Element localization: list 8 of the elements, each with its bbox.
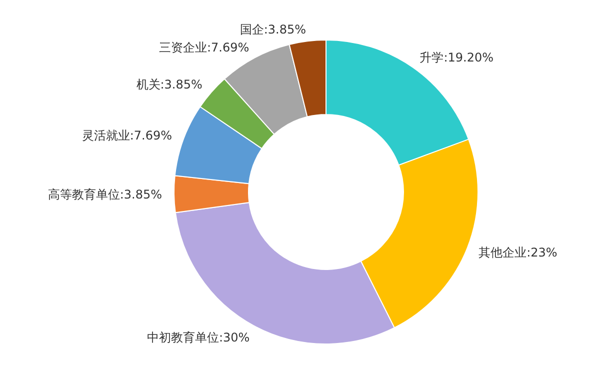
slice-label: 其他企业:23% [478,245,558,260]
slice-label: 灵活就业:7.69% [82,128,172,143]
slice-label: 国企:3.85% [240,22,306,36]
slice-label: 升学:19.20% [420,50,494,65]
slice-label: 高等教育单位:3.85% [48,188,162,202]
slice-label: 中初教育单位:30% [146,330,250,344]
slice-label: 机关:3.85% [136,77,202,92]
slice-label: 三资企业:7.69% [158,40,250,54]
